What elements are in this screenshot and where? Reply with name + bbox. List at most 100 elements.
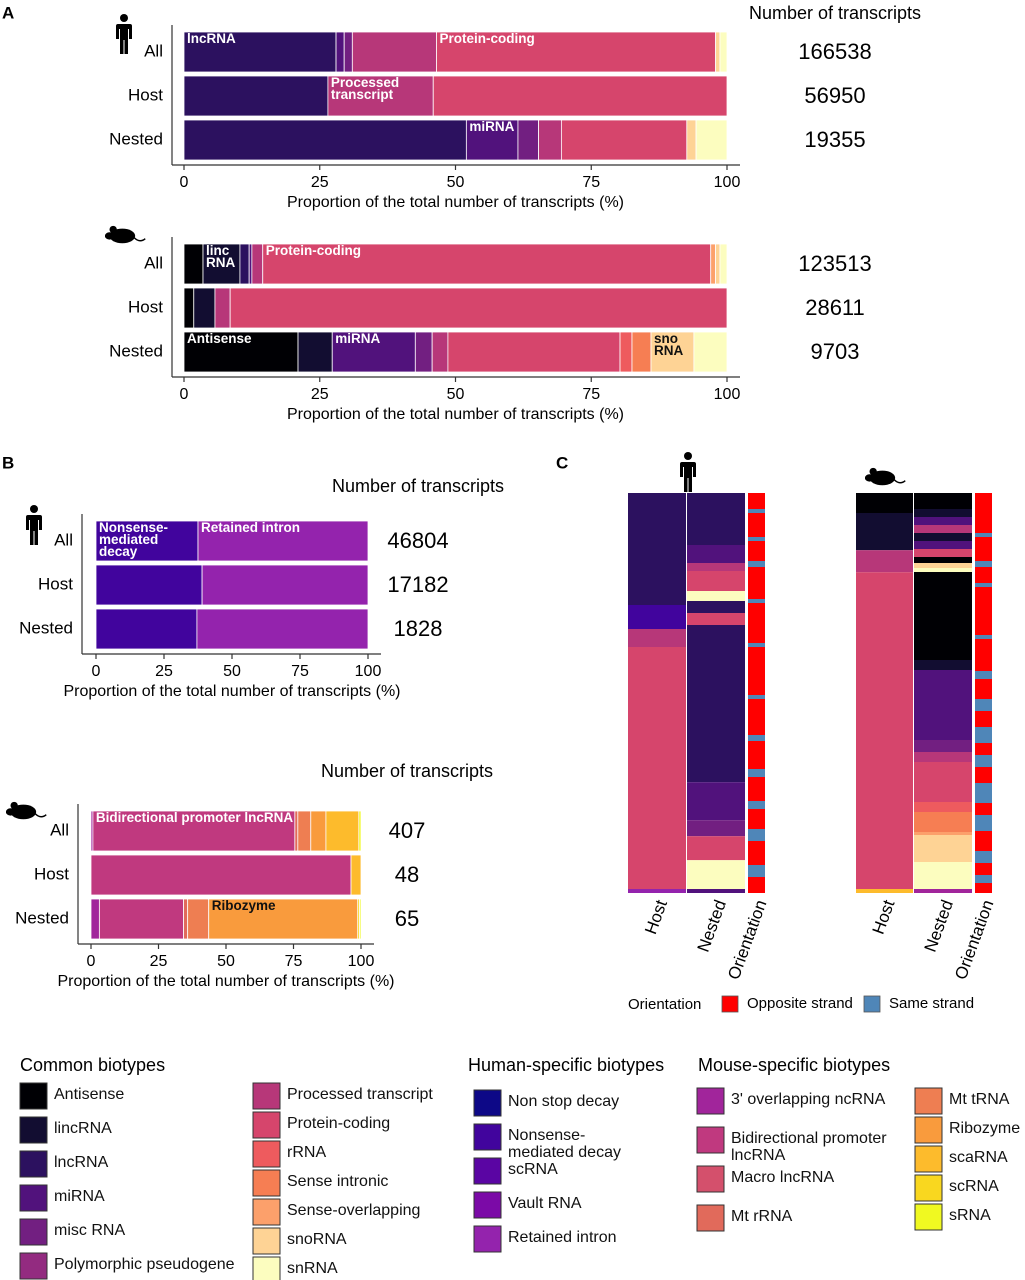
bar-segment	[248, 243, 253, 285]
label-box: snoRNA	[287, 1231, 347, 1248]
transcript-count: 9703	[811, 339, 860, 364]
label-box: scRNA	[949, 1178, 999, 1195]
transcript-count: 123513	[798, 251, 871, 276]
count-title: Number of transcripts	[749, 3, 921, 23]
heatmap-cell	[748, 777, 765, 801]
heatmap-cell	[975, 635, 992, 639]
category-label: Host	[38, 574, 73, 593]
heatmap-cell	[856, 550, 913, 573]
bar-segment	[719, 31, 728, 73]
legend-swatch	[19, 1116, 48, 1144]
heatmap-cell	[748, 647, 765, 695]
heatmap-cell	[914, 509, 972, 517]
x-tick-label: 25	[311, 174, 329, 191]
heatmap-cell	[856, 889, 913, 893]
segment-label: Protein-coding	[439, 31, 535, 46]
heatmap-cell	[975, 567, 992, 583]
column-label: Host	[641, 897, 671, 937]
legend-group-title: Mouse-specific biotypes	[698, 1055, 890, 1075]
bar-segment	[350, 854, 362, 896]
human-icon	[116, 14, 132, 54]
legend-swatch	[252, 1082, 281, 1110]
bar-segment	[560, 119, 688, 161]
legend-label: Non stop decay	[508, 1093, 620, 1110]
x-tick-label: 75	[285, 953, 303, 970]
heatmap-cell	[975, 783, 992, 803]
bar-segment	[432, 75, 728, 117]
label-box: sRNA	[949, 1207, 991, 1224]
heatmap-cell	[975, 803, 992, 815]
transcript-count: 407	[389, 818, 426, 843]
legend-label: Macro lncRNA	[731, 1169, 835, 1186]
heatmap-cell	[914, 572, 972, 660]
label-box: miRNA	[54, 1188, 105, 1205]
bar-segment	[294, 810, 299, 852]
x-tick-label: 100	[355, 663, 382, 680]
heatmap-cell	[687, 591, 745, 601]
column-label: Nested	[921, 897, 957, 954]
heatmap-cell	[856, 513, 913, 551]
x-tick-label: 0	[87, 953, 96, 970]
segment-label: Nonsense-mediated decay	[99, 520, 169, 559]
legend-swatch	[252, 1111, 281, 1139]
bar-segment	[351, 31, 437, 73]
legend-swatch	[252, 1227, 281, 1255]
bar-segment	[98, 898, 185, 940]
legend-label: snRNA	[287, 1260, 338, 1277]
heatmap-cell	[975, 755, 992, 767]
bar-segment	[229, 287, 728, 329]
bar-segment	[297, 331, 333, 373]
column-label: Orientation	[951, 897, 997, 982]
heatmap-cell	[914, 525, 972, 533]
legend-label: Sense-overlapping	[287, 1202, 421, 1219]
legend-swatch	[473, 1123, 502, 1151]
heatmap-cell	[975, 851, 992, 863]
bar-segment	[193, 287, 216, 329]
segment-label: miRNA	[469, 119, 515, 134]
heatmap-cell	[687, 820, 745, 837]
heatmap-cell	[748, 699, 765, 735]
segment-label: linc RNA	[206, 243, 236, 270]
segment-label: sno RNA	[653, 331, 684, 358]
x-axis-label: Proportion of the total number of transc…	[287, 406, 624, 423]
legend-label: Opposite strand	[747, 995, 853, 1012]
bar-segment	[239, 243, 250, 285]
label-box: Antisense	[187, 332, 252, 346]
transcript-count: 48	[395, 862, 419, 887]
heatmap-cell	[914, 557, 972, 563]
bar-segment	[414, 331, 433, 373]
heatmap-cell	[748, 735, 765, 741]
bar-segment	[90, 898, 100, 940]
category-label: Nested	[19, 618, 73, 637]
legend-label: Same strand	[889, 995, 974, 1012]
category-label: Nested	[109, 341, 163, 360]
label-box: Bidirectional promoter lncRNA	[96, 811, 293, 825]
label-box: lncRNA	[54, 1154, 108, 1171]
legend-label: Bidirectional promoter lncRNA	[731, 1130, 887, 1164]
label-box: Processed transcript	[331, 76, 399, 102]
legend-swatch	[252, 1198, 281, 1226]
legend-swatch	[252, 1256, 281, 1280]
legend-label: Nonsense-mediated decay	[508, 1127, 621, 1161]
heatmap-cell	[975, 537, 992, 561]
heatmap-cell	[748, 603, 765, 643]
panel-label: B	[2, 453, 14, 472]
x-axis-label: Proportion of the total number of transc…	[63, 683, 400, 700]
heatmap-cell	[748, 537, 765, 541]
bar-segment	[183, 287, 195, 329]
human-icon	[26, 505, 42, 545]
heatmap-cell	[687, 601, 745, 613]
legend-label: Mt tRNA	[949, 1091, 1010, 1108]
transcript-count: 17182	[387, 572, 448, 597]
heatmap-cell	[687, 836, 745, 861]
label-box: Protein-coding	[266, 244, 361, 258]
x-tick-label: 25	[155, 663, 173, 680]
heatmap-cell	[748, 877, 765, 893]
x-tick-label: 75	[291, 663, 309, 680]
heatmap-cell	[975, 883, 992, 893]
label-box: Vault RNA	[508, 1195, 582, 1212]
bar-segment	[325, 810, 360, 852]
x-tick-label: 75	[582, 386, 600, 403]
heatmap-cell	[748, 599, 765, 603]
